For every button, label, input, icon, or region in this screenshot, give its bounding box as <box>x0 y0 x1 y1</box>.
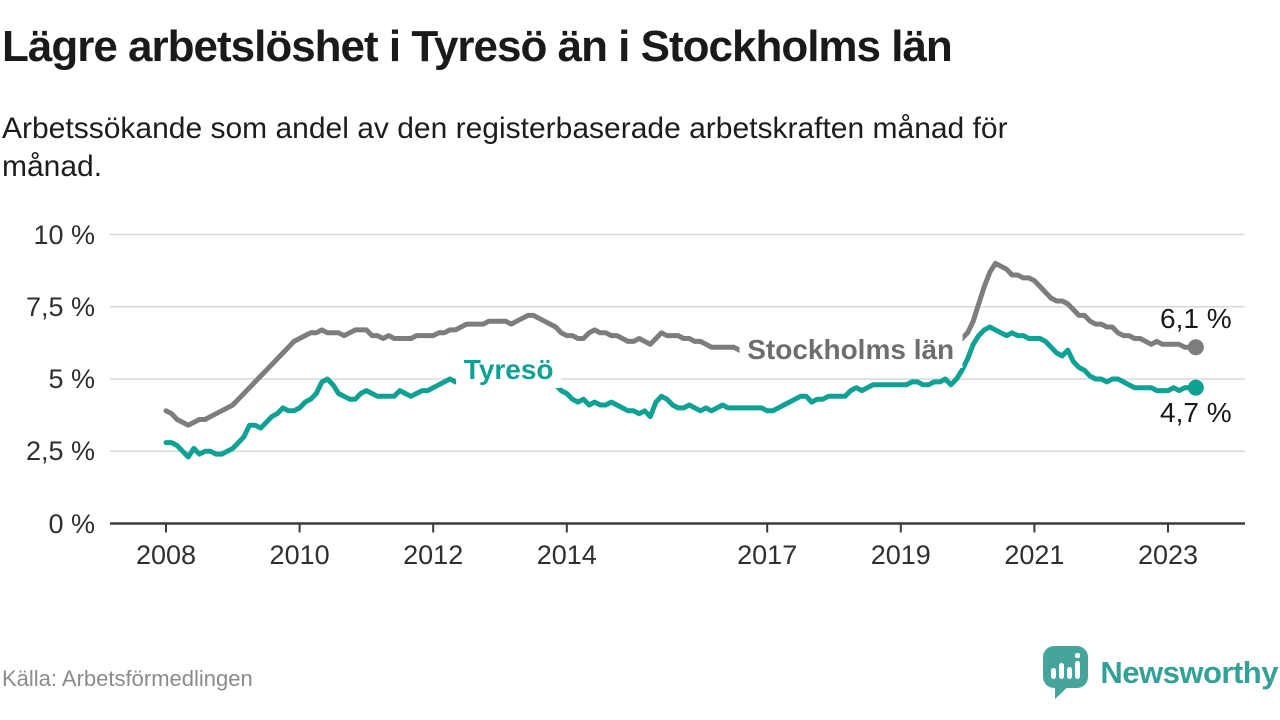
x-axis-tick-label: 2012 <box>403 540 464 570</box>
series-label-tyreso: Tyresö <box>455 352 562 389</box>
y-axis-tick-label: 2,5 % <box>25 436 95 467</box>
x-axis-tick-label: 2023 <box>1137 540 1199 570</box>
y-axis-tick-label: 0 % <box>48 508 95 539</box>
x-axis-tick-label: 2017 <box>737 540 798 570</box>
newsworthy-logo: Newsworthy <box>1042 645 1278 701</box>
page-subtitle: Arbetssökande som andel av den registerb… <box>2 110 1222 186</box>
x-axis-tick-label: 2010 <box>269 540 330 570</box>
subtitle-line-1: Arbetssökande som andel av den registerb… <box>2 112 1008 145</box>
source-note: Källa: Arbetsförmedlingen <box>2 666 253 691</box>
y-axis-tick-label: 7,5 % <box>25 291 95 322</box>
subtitle-line-2: månad. <box>2 150 103 183</box>
x-axis-tick-label: 2008 <box>135 540 197 570</box>
y-axis-tick-label: 5 % <box>48 364 95 394</box>
series-line-tyreso <box>163 324 1199 460</box>
newsworthy-logo-text: Newsworthy <box>1100 655 1278 690</box>
page-title: Lägre arbetslöshet i Tyresö än i Stockho… <box>2 22 953 71</box>
series-label-stockholms-lan: Stockholms län <box>739 332 963 369</box>
series-end-dot-stockholms-lan <box>1187 339 1204 356</box>
series-end-dot-tyreso <box>1187 379 1204 396</box>
y-axis-tick-label: 10 % <box>33 219 95 250</box>
end-value-label-tyreso: 4,7 % <box>1160 396 1232 428</box>
series-line-stockholms-lan <box>163 260 1199 428</box>
newsworthy-speech-bubble-bar-chart-icon <box>1043 646 1089 699</box>
x-axis-tick-label: 2014 <box>536 540 597 570</box>
x-axis-tick-label: 2021 <box>1004 540 1065 570</box>
end-value-label-stockholms-lan: 6,1 % <box>1160 303 1232 335</box>
x-axis-tick-label: 2019 <box>870 540 931 570</box>
